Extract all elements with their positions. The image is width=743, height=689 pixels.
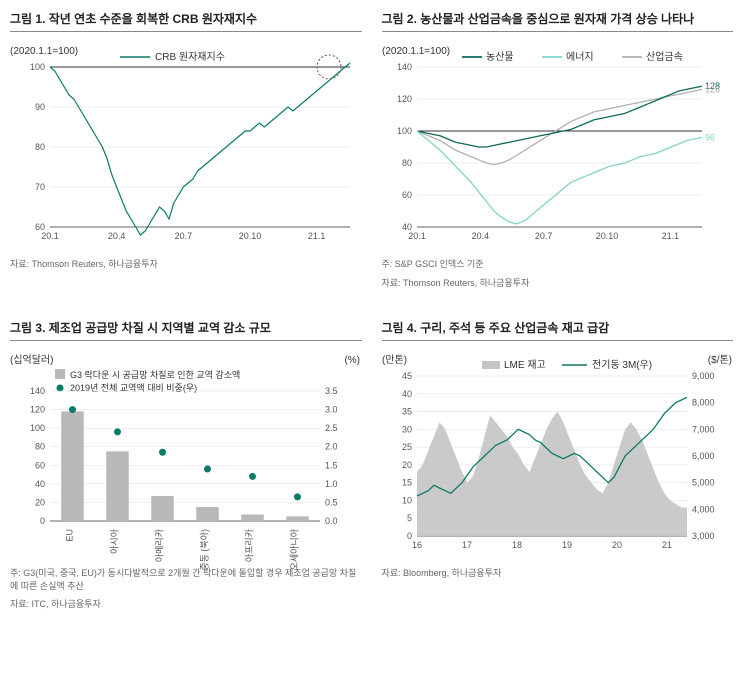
svg-text:20.7: 20.7	[534, 231, 552, 241]
svg-text:8,000: 8,000	[692, 398, 715, 408]
svg-text:9,000: 9,000	[692, 371, 715, 381]
svg-text:140: 140	[396, 62, 411, 72]
svg-text:아프리카: 아프리카	[245, 529, 255, 562]
svg-text:7,000: 7,000	[692, 425, 715, 435]
svg-text:0: 0	[40, 516, 45, 526]
chart4-box: (만톤)($/톤)LME 재고전기동 3M(우)0510152025303540…	[382, 351, 732, 561]
chart2-footnote2: 자료: Thomson Reuters, 하나금융투자	[382, 277, 734, 290]
svg-text:2.0: 2.0	[325, 442, 338, 452]
chart1-footnote: 자료: Thomson Reuters, 하나금융투자	[10, 258, 362, 271]
svg-text:($/톤): ($/톤)	[707, 354, 731, 366]
svg-text:농산물: 농산물	[486, 51, 514, 63]
svg-text:2019년 전체 교역액 대비 비중(우): 2019년 전체 교역액 대비 비중(우)	[70, 382, 197, 393]
svg-text:0.5: 0.5	[325, 498, 338, 508]
svg-text:20.1: 20.1	[41, 231, 59, 241]
svg-text:20.1: 20.1	[408, 231, 426, 241]
chart3-box: (십억달러) (%) G3 락다운 시 공급망 차질로 인한 교역 감소액 2019년…	[10, 351, 360, 561]
svg-text:중동 (북아): 중동 (북아)	[200, 529, 210, 571]
svg-text:21: 21	[661, 540, 671, 550]
svg-text:20.7: 20.7	[175, 231, 193, 241]
svg-text:3,000: 3,000	[692, 531, 715, 541]
svg-text:15: 15	[401, 478, 411, 488]
chart3-footnote2: 자료: ITC, 하나금융투자	[10, 598, 362, 611]
chart-grid: 그림 1. 작년 연초 수준을 회복한 CRB 원자재지수 (2020.1.1=…	[10, 10, 733, 611]
svg-text:100: 100	[30, 423, 45, 433]
svg-text:20: 20	[35, 498, 45, 508]
chart4-footnote: 자료: Bloomberg, 하나금융투자	[382, 567, 734, 580]
svg-text:80: 80	[35, 442, 45, 452]
svg-text:21.1: 21.1	[661, 231, 679, 241]
svg-text:1.0: 1.0	[325, 479, 338, 489]
svg-text:(십억달러): (십억달러)	[10, 354, 53, 366]
svg-text:80: 80	[401, 158, 411, 168]
svg-text:40: 40	[35, 479, 45, 489]
svg-text:20: 20	[401, 460, 411, 470]
svg-text:(2020.1.1=100): (2020.1.1=100)	[382, 46, 450, 57]
panel-chart3: 그림 3. 제조업 공급망 차질 시 지역별 교역 감소 규모 (십억달러) (%…	[10, 319, 362, 611]
svg-text:(%): (%)	[344, 355, 360, 366]
svg-text:(2020.1.1=100): (2020.1.1=100)	[10, 46, 78, 57]
svg-text:100: 100	[30, 62, 45, 72]
svg-text:전기동 3M(우): 전기동 3M(우)	[592, 359, 652, 371]
svg-text:EU: EU	[65, 529, 75, 542]
svg-text:아메리카: 아메리카	[155, 529, 165, 562]
svg-text:4,000: 4,000	[692, 505, 715, 515]
svg-text:20.10: 20.10	[239, 231, 262, 241]
svg-text:120: 120	[396, 94, 411, 104]
chart2-footnote1: 주: S&P GSCI 인덱스 기준	[382, 258, 734, 271]
svg-text:17: 17	[461, 540, 471, 550]
svg-text:10: 10	[401, 496, 411, 506]
svg-text:140: 140	[30, 386, 45, 396]
svg-text:20.4: 20.4	[108, 231, 126, 241]
svg-text:3.5: 3.5	[325, 386, 338, 396]
svg-text:60: 60	[35, 460, 45, 470]
svg-text:오세아니아: 오세아니아	[290, 528, 300, 570]
svg-text:6,000: 6,000	[692, 451, 715, 461]
chart4-title: 그림 4. 구리, 주석 등 주요 산업금속 재고 급감	[382, 319, 734, 341]
svg-text:0.0: 0.0	[325, 516, 338, 526]
svg-text:25: 25	[401, 442, 411, 452]
chart2-title: 그림 2. 농산물과 산업금속을 중심으로 원자재 가격 상승 나타나	[382, 10, 734, 32]
svg-text:70: 70	[35, 182, 45, 192]
svg-text:16: 16	[411, 540, 421, 550]
svg-text:산업금속: 산업금속	[646, 50, 683, 63]
svg-text:5: 5	[406, 513, 411, 523]
svg-text:90: 90	[35, 102, 45, 112]
svg-text:21.1: 21.1	[308, 231, 326, 241]
svg-text:20: 20	[611, 540, 621, 550]
svg-text:1.5: 1.5	[325, 460, 338, 470]
svg-text:30: 30	[401, 425, 411, 435]
svg-text:35: 35	[401, 407, 411, 417]
svg-text:G3 락다운 시 공급망 차질로 인한 교역 감소액: G3 락다운 시 공급망 차질로 인한 교역 감소액	[70, 369, 240, 380]
panel-chart1: 그림 1. 작년 연초 수준을 회복한 CRB 원자재지수 (2020.1.1=…	[10, 10, 362, 289]
svg-text:20.4: 20.4	[471, 231, 489, 241]
svg-text:19: 19	[561, 540, 571, 550]
svg-text:2.5: 2.5	[325, 423, 338, 433]
panel-chart2: 그림 2. 농산물과 산업금속을 중심으로 원자재 가격 상승 나타나 (202…	[382, 10, 734, 289]
svg-text:45: 45	[401, 371, 411, 381]
svg-text:100: 100	[396, 126, 411, 136]
svg-text:(만톤): (만톤)	[382, 354, 407, 366]
svg-text:60: 60	[401, 190, 411, 200]
svg-text:120: 120	[30, 405, 45, 415]
svg-text:80: 80	[35, 142, 45, 152]
svg-text:126: 126	[705, 84, 720, 94]
chart1-title: 그림 1. 작년 연초 수준을 회복한 CRB 원자재지수	[10, 10, 362, 32]
panel-chart4: 그림 4. 구리, 주석 등 주요 산업금속 재고 급감 (만톤) ($/톤) LM…	[382, 319, 734, 611]
chart3-title: 그림 3. 제조업 공급망 차질 시 지역별 교역 감소 규모	[10, 319, 362, 341]
svg-text:LME 재고: LME 재고	[504, 359, 546, 371]
svg-text:에너지: 에너지	[566, 51, 594, 63]
svg-text:3.0: 3.0	[325, 405, 338, 415]
chart1-box: (2020.1.1=100)CRB 원자재지수6070809010020.120…	[10, 42, 360, 252]
svg-text:96: 96	[705, 132, 715, 142]
svg-text:CRB 원자재지수: CRB 원자재지수	[155, 51, 225, 63]
svg-text:20.10: 20.10	[595, 231, 618, 241]
svg-text:5,000: 5,000	[692, 478, 715, 488]
svg-text:18: 18	[511, 540, 521, 550]
svg-text:아시아: 아시아	[110, 528, 120, 554]
chart2-box: (2020.1.1=100)농산물에너지산업금속4060801001201402…	[382, 42, 732, 252]
svg-text:40: 40	[401, 389, 411, 399]
